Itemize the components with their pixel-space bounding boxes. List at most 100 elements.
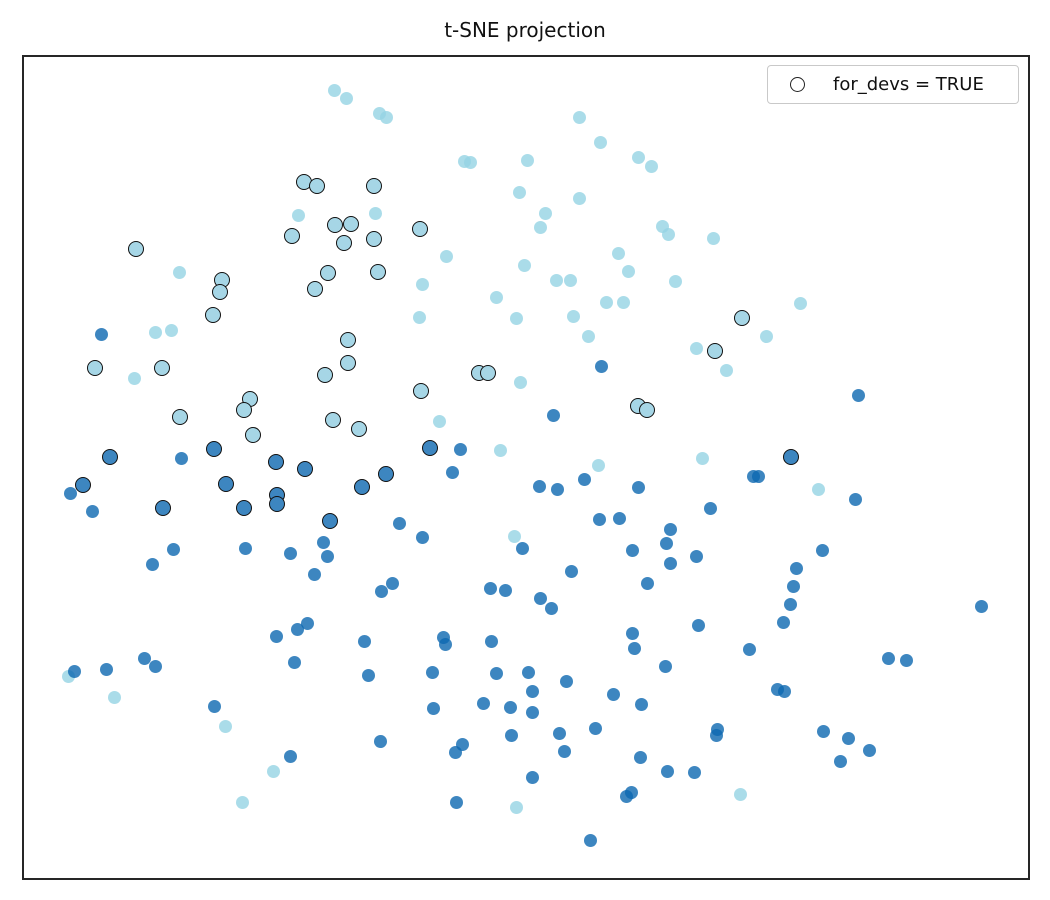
scatter-point (480, 365, 496, 381)
scatter-point (783, 597, 797, 611)
scatter-point (532, 479, 546, 493)
scatter-point (550, 482, 564, 496)
scatter-point (862, 743, 876, 757)
scatter-point (631, 480, 645, 494)
scatter-point (734, 310, 750, 326)
scatter-point (340, 355, 356, 371)
scatter-point (172, 409, 188, 425)
scatter-point (707, 343, 723, 359)
scatter-point (327, 83, 341, 97)
scatter-point (354, 479, 370, 495)
scatter-point (297, 461, 313, 477)
scatter-point (577, 472, 591, 486)
scatter-point (413, 383, 429, 399)
scatter-point (621, 264, 635, 278)
scatter-point (300, 616, 314, 630)
scatter-point (102, 449, 118, 465)
scatter-point (841, 731, 855, 745)
scatter-point (206, 441, 222, 457)
scatter-point (422, 440, 438, 456)
scatter-point (512, 185, 526, 199)
scatter-point (426, 701, 440, 715)
scatter-point (309, 178, 325, 194)
scatter-point (687, 765, 701, 779)
scatter-point (593, 135, 607, 149)
scatter-point (549, 273, 563, 287)
scatter-point (463, 155, 477, 169)
scatter-point (793, 296, 807, 310)
scatter-point (351, 421, 367, 437)
scatter-point (786, 579, 800, 593)
scatter-point (833, 754, 847, 768)
scatter-point (611, 246, 625, 260)
scatter-point (415, 530, 429, 544)
scatter-point (67, 664, 81, 678)
chart-title: t-SNE projection (444, 18, 606, 42)
scatter-point (660, 764, 674, 778)
scatter-point (706, 231, 720, 245)
scatter-point (503, 700, 517, 714)
scatter-point (525, 705, 539, 719)
scatter-point (412, 221, 428, 237)
scatter-point (659, 536, 673, 550)
scatter-point (493, 443, 507, 457)
scatter-point (751, 469, 765, 483)
scatter-point (691, 618, 705, 632)
scatter-point (212, 284, 228, 300)
scatter-point (566, 309, 580, 323)
scatter-point (783, 449, 799, 465)
scatter-point (218, 476, 234, 492)
scatter-point (695, 451, 709, 465)
scatter-point (525, 684, 539, 698)
scatter-point (719, 363, 733, 377)
scatter-point (592, 512, 606, 526)
scatter-point (325, 412, 341, 428)
scatter-point (284, 228, 300, 244)
scatter-point (357, 634, 371, 648)
scatter-point (366, 178, 382, 194)
scatter-point (515, 541, 529, 555)
scatter-point (307, 567, 321, 581)
scatter-point (155, 500, 171, 516)
scatter-point (148, 659, 162, 673)
scatter-point (591, 458, 605, 472)
scatter-point (415, 277, 429, 291)
scatter-point (552, 726, 566, 740)
scatter-point (899, 653, 913, 667)
scatter-point (336, 235, 352, 251)
scatter-point (99, 662, 113, 676)
scatter-point (439, 249, 453, 263)
scatter-point (266, 764, 280, 778)
scatter-point (316, 535, 330, 549)
scatter-point (128, 241, 144, 257)
scatter-point (373, 734, 387, 748)
scatter-point (236, 402, 252, 418)
scatter-point (663, 556, 677, 570)
scatter-point (634, 697, 648, 711)
scatter-point (759, 329, 773, 343)
scatter-point (368, 206, 382, 220)
scatter-point (166, 542, 180, 556)
legend-label: for_devs = TRUE (833, 74, 984, 95)
scatter-point (533, 220, 547, 234)
scatter-point (538, 206, 552, 220)
scatter-point (848, 492, 862, 506)
scatter-point (339, 91, 353, 105)
scatter-point (205, 307, 221, 323)
scatter-point (525, 770, 539, 784)
scatter-point (448, 745, 462, 759)
scatter-point (378, 466, 394, 482)
scatter-point (644, 159, 658, 173)
scatter-point (658, 659, 672, 673)
scatter-point (317, 367, 333, 383)
scatter-point (640, 576, 654, 590)
scatter-point (572, 191, 586, 205)
scatter-point (374, 584, 388, 598)
scatter-point (307, 281, 323, 297)
scatter-point (572, 110, 586, 124)
scatter-point (291, 208, 305, 222)
scatter-point (370, 264, 386, 280)
scatter-point (703, 501, 717, 515)
